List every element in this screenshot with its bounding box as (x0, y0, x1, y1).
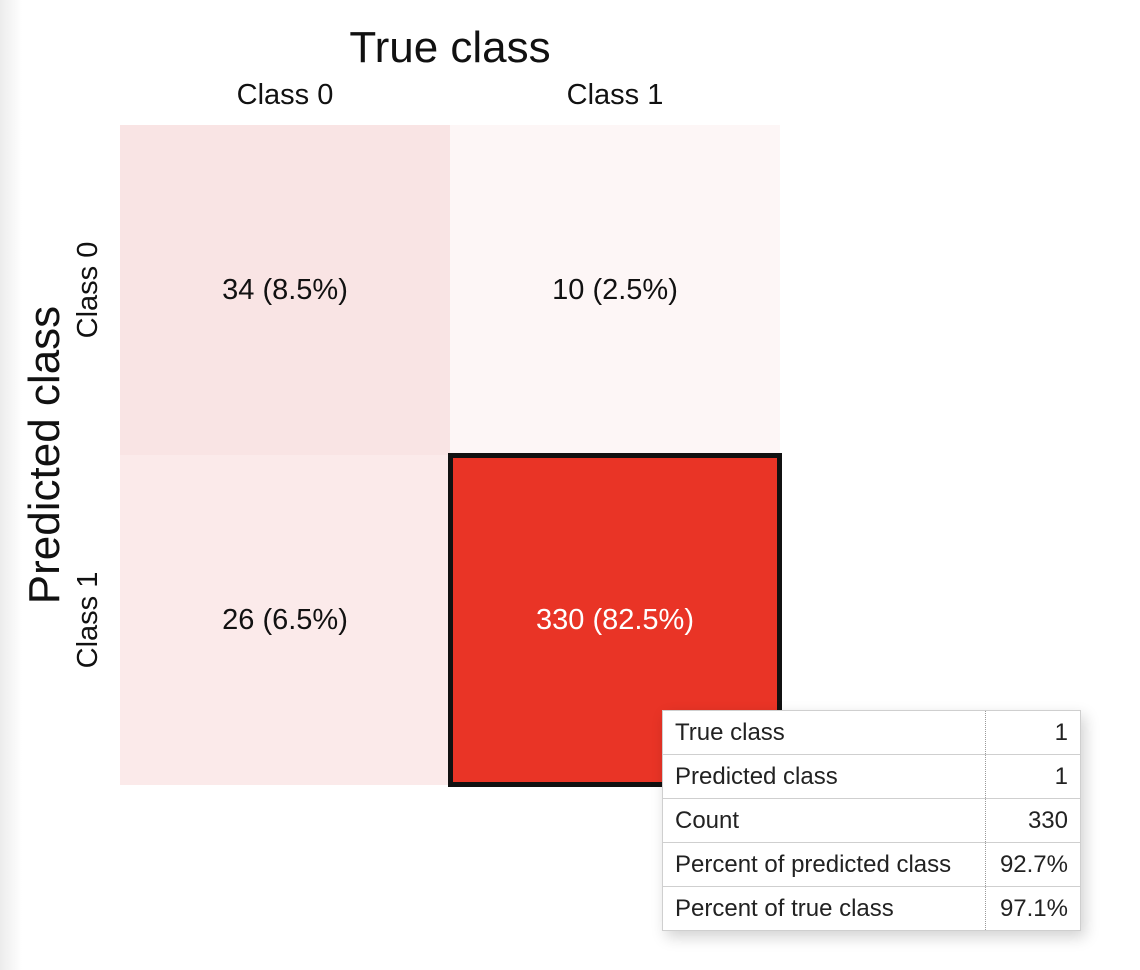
tooltip-row-count: Count 330 (662, 798, 1081, 843)
cell-value-label: 26 (6.5%) (222, 603, 348, 636)
tooltip-value: 1 (985, 710, 1081, 755)
confusion-matrix: 34 (8.5%) 10 (2.5%) 26 (6.5%) 330 (82.5%) (120, 125, 782, 787)
tooltip-label: Percent of true class (662, 886, 986, 931)
matrix-cell[interactable]: 10 (2.5%) (450, 125, 780, 455)
matrix-cell[interactable]: 26 (6.5%) (120, 455, 450, 785)
x-axis-title: True class (349, 23, 551, 72)
tooltip-label: True class (662, 710, 986, 755)
tooltip-value: 1 (985, 754, 1081, 799)
tooltip-value: 330 (985, 798, 1081, 843)
cell-tooltip: True class 1 Predicted class 1 Count 330… (662, 710, 1081, 931)
cell-value-label: 10 (2.5%) (552, 273, 678, 306)
tooltip-row-true-class: True class 1 (662, 710, 1081, 755)
y-axis-title: Predicted class (20, 305, 69, 605)
y-tick-label-class-0: Class 0 (72, 241, 104, 339)
matrix-cell[interactable]: 34 (8.5%) (120, 125, 450, 455)
x-tick-label-class-1: Class 1 (566, 79, 664, 111)
y-tick-label-class-1: Class 1 (72, 571, 104, 669)
cell-value-label: 34 (8.5%) (222, 273, 348, 306)
tooltip-row-predicted-class: Predicted class 1 (662, 754, 1081, 799)
tooltip-label: Predicted class (662, 754, 986, 799)
tooltip-value: 97.1% (999, 894, 1068, 922)
tooltip-label: Percent of predicted class (662, 842, 986, 887)
tooltip-row-percent-true: Percent of true class 97.1% (662, 886, 1081, 931)
cell-value-label: 330 (82.5%) (536, 603, 694, 636)
tooltip-value: 92.7% (985, 842, 1081, 887)
tooltip-row-percent-predicted: Percent of predicted class 92.7% (662, 842, 1081, 887)
x-tick-label-class-0: Class 0 (236, 79, 334, 111)
left-edge-shade (0, 0, 22, 970)
tooltip-label: Count (662, 798, 986, 843)
